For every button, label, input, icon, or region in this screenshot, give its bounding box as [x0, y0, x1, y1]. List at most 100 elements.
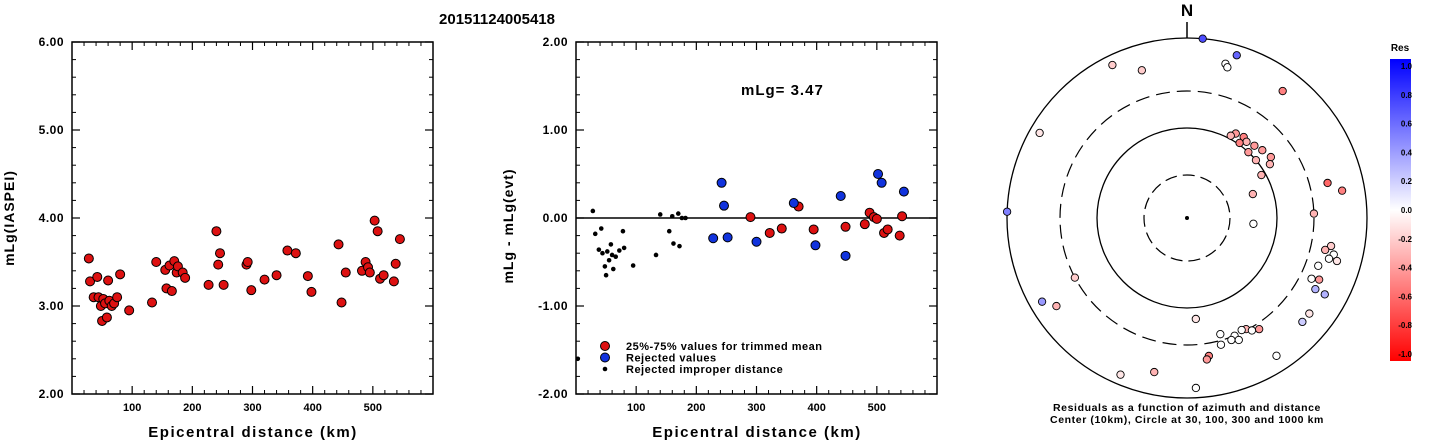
improper-distance-point — [653, 252, 659, 258]
colorbar-tick-label: -0.8 — [1398, 321, 1412, 330]
residual-point — [1249, 219, 1258, 228]
north-label: N — [1181, 1, 1193, 20]
magnitude-point — [390, 258, 401, 269]
magnitude-point — [340, 267, 351, 278]
residual-point — [1309, 209, 1319, 218]
magnitude-point — [394, 234, 405, 245]
rejected-point — [835, 191, 846, 201]
residual-point — [1227, 335, 1236, 345]
rejected-point — [898, 186, 909, 197]
improper-distance-point — [683, 215, 688, 221]
magnitude-point — [282, 245, 293, 256]
residual-point — [1247, 326, 1257, 335]
residual-point — [1265, 160, 1275, 169]
improper-distance-point — [603, 272, 609, 278]
trimmed-mean-point — [808, 224, 819, 235]
residual-point — [1314, 261, 1323, 270]
residual-point — [1202, 355, 1212, 364]
rejected-point — [810, 240, 821, 251]
residual-point — [1137, 66, 1146, 75]
improper-distance-point — [620, 228, 626, 234]
magnitude-point — [388, 276, 399, 287]
figure-title: 20151124005418 — [439, 11, 555, 28]
residual-point — [1311, 285, 1320, 294]
residual-point — [1191, 383, 1201, 393]
colorbar-tick-label: -0.6 — [1398, 292, 1412, 301]
colorbar-tick-label: -0.2 — [1398, 235, 1412, 244]
residual-point — [1108, 60, 1117, 70]
residual-point — [1037, 297, 1047, 306]
residual-point — [1070, 273, 1080, 282]
residual-point — [1116, 370, 1125, 379]
improper-distance-point — [611, 266, 616, 272]
residual-point — [1226, 131, 1235, 140]
magnitude-point — [92, 271, 103, 282]
trimmed-mean-point — [897, 211, 908, 222]
residual-point — [1323, 178, 1332, 188]
residual-point — [1266, 152, 1276, 162]
legend-marker — [600, 341, 610, 351]
residual-point — [1244, 148, 1253, 157]
plot1-ytick-label: 2.00 — [39, 387, 64, 401]
magnitude-point — [372, 226, 383, 237]
residual-point — [1307, 274, 1316, 283]
plot2-xtick-label: 200 — [687, 402, 705, 414]
residual-point — [1002, 207, 1012, 216]
residual-point — [1150, 367, 1159, 377]
improper-distance-point — [609, 252, 615, 258]
mlg-annotation: mLg= 3.47 — [741, 82, 824, 99]
plot1-ytick-label: 4.00 — [39, 211, 64, 225]
magnitude-point — [336, 297, 347, 308]
residual-point — [1248, 189, 1257, 199]
plot1-ylabel: mLg(IASPEI) — [1, 170, 17, 266]
residual-colorbar: Res 1.0 0.8 0.6 0.4 0.2 0.0 -0.2 -0.4 -0.6 -0.8 -1… — [1390, 43, 1413, 361]
colorbar-tick-label: 0.0 — [1401, 206, 1413, 215]
magnitude-point — [213, 259, 224, 270]
residual-point — [1235, 138, 1244, 148]
residual-point — [1257, 170, 1266, 180]
trimmed-mean-point — [871, 213, 882, 224]
plot2-ytick-label: 0.00 — [543, 211, 568, 225]
plot2-legend: 25%-75% values for trimmed meanRejected … — [600, 341, 822, 376]
plot2-xtick-label: 500 — [868, 402, 886, 414]
plot2-ytick-label: 1.00 — [543, 123, 568, 137]
plot2-ylabel: mLg - mLg(evt) — [500, 168, 516, 283]
plot1-points — [83, 215, 405, 326]
improper-distance-point — [675, 211, 681, 216]
plot1-xtick-label: 400 — [303, 402, 321, 414]
trimmed-mean-point — [764, 227, 775, 238]
plot1-xtick-label: 300 — [243, 402, 261, 414]
plot2-xlabel: Epicentral distance (km) — [652, 424, 861, 441]
magnitude-point — [85, 276, 96, 287]
plot1-ytick-label: 6.00 — [39, 35, 64, 49]
magnitude-point — [180, 272, 191, 283]
rejected-point — [751, 236, 762, 247]
colorbar-tick-label: 0.2 — [1401, 177, 1413, 186]
plot2-ytick-label: -2.00 — [538, 387, 568, 401]
improper-distance-point — [604, 249, 610, 254]
rejected-point — [873, 169, 884, 179]
magnitude-point — [242, 257, 253, 267]
improper-distance-point — [590, 208, 596, 214]
improper-distance-point — [669, 213, 675, 219]
magnitude-point — [271, 270, 282, 281]
residual-point — [1052, 301, 1061, 311]
residual-point — [1305, 309, 1314, 318]
residual-point — [1232, 51, 1241, 60]
trimmed-mean-point — [745, 212, 756, 223]
magnitude-point — [378, 270, 389, 281]
improper-distance-point — [598, 226, 604, 231]
legend-marker — [602, 366, 608, 372]
polar-points — [1002, 34, 1347, 393]
legend-label: Rejected values — [626, 353, 717, 365]
magnitude-point — [302, 271, 313, 282]
residual-point — [1315, 275, 1324, 284]
improper-distance-point — [679, 215, 685, 221]
improper-distance-point — [617, 248, 622, 253]
colorbar-ramp — [1390, 59, 1411, 361]
improper-distance-point — [602, 264, 608, 269]
rejected-point — [708, 233, 719, 244]
plot1-ticks: 100 200 300 400 500 2.00 3.00 4.00 5.00 6.00 — [39, 35, 433, 414]
magnitude-point — [215, 248, 226, 259]
